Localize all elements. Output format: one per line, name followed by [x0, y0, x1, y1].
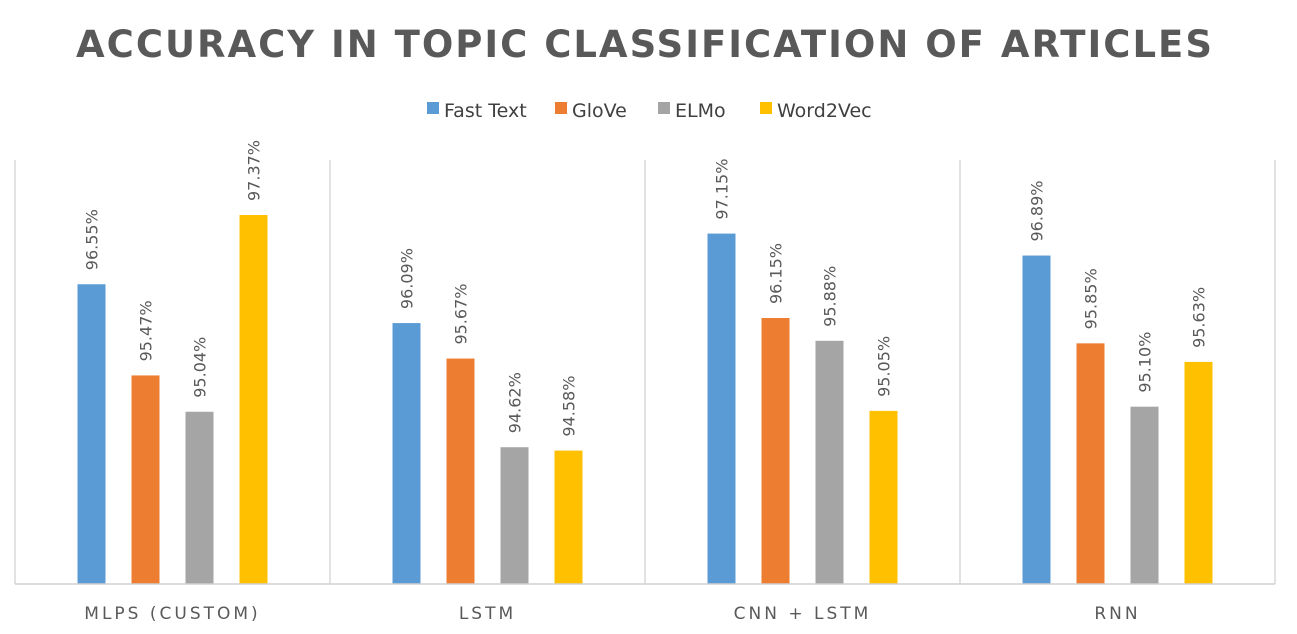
legend-label: ELMo [675, 100, 726, 122]
legend-item-word2vec: Word2Vec [760, 100, 872, 122]
bars [77, 215, 1213, 585]
value-labels: 96.55% 95.47% 95.04% 97.37% 96.09% 95.67% 94.6… [83, 140, 1209, 437]
data-label-glove-lstm: 95.67% [452, 284, 471, 345]
bar-elmo-lstm [500, 447, 529, 584]
category-separators [14, 160, 1276, 584]
bar-elmo-rnn [1130, 406, 1159, 584]
data-label-word2vec-cnn-lstm: 95.05% [875, 336, 894, 397]
data-label-elmo-cnn-lstm: 95.88% [821, 266, 840, 327]
bar-fast-text-mlps-custom [77, 284, 106, 584]
legend-item-fast-text: Fast Text [427, 100, 527, 122]
legend-swatch [427, 102, 439, 114]
bar-glove-rnn [1076, 343, 1105, 584]
bar-glove-cnn-lstm [761, 318, 790, 584]
bar-glove-lstm [446, 358, 475, 584]
chart-title: ACCURACY IN TOPIC CLASSIFICATION OF ARTI… [76, 23, 1214, 66]
legend-item-glove: GloVe [555, 100, 627, 122]
data-label-word2vec-lstm: 94.58% [560, 376, 579, 437]
data-label-elmo-lstm: 94.62% [506, 372, 525, 433]
legend-swatch [760, 102, 772, 114]
data-label-glove-mlps-custom: 95.47% [137, 300, 156, 361]
data-label-glove-rnn: 95.85% [1082, 268, 1101, 329]
category-label-rnn: RNN [1094, 604, 1140, 624]
bar-fast-text-cnn-lstm [707, 233, 736, 584]
bar-word2vec-mlps-custom [239, 215, 268, 584]
bar-word2vec-rnn [1184, 361, 1213, 584]
legend-item-elmo: ELMo [658, 100, 726, 122]
bar-fast-text-rnn [1022, 255, 1051, 585]
category-label-cnn-lstm: CNN + LSTM [734, 604, 872, 624]
category-labels: MLPS (CUSTOM) LSTM CNN + LSTM RNN [84, 604, 1140, 624]
data-label-fast-text-cnn-lstm: 97.15% [713, 159, 732, 220]
bar-fast-text-lstm [392, 323, 421, 584]
category-label-mlps-custom: MLPS (CUSTOM) [84, 604, 260, 624]
category-label-lstm: LSTM [459, 604, 516, 624]
bar-elmo-cnn-lstm [815, 340, 844, 584]
legend-label: Word2Vec [777, 100, 872, 122]
data-label-fast-text-lstm: 96.09% [398, 248, 417, 309]
legend-swatch [555, 102, 567, 114]
data-label-glove-cnn-lstm: 96.15% [767, 243, 786, 304]
bar-elmo-mlps-custom [185, 411, 214, 584]
data-label-word2vec-rnn: 95.63% [1190, 287, 1209, 348]
bar-glove-mlps-custom [131, 375, 160, 584]
legend-swatch [658, 102, 670, 114]
legend-label: GloVe [572, 100, 627, 122]
bar-word2vec-lstm [554, 450, 583, 584]
data-label-word2vec-mlps-custom: 97.37% [245, 140, 264, 201]
bar-word2vec-cnn-lstm [869, 410, 898, 584]
data-label-elmo-rnn: 95.10% [1136, 332, 1155, 393]
legend: Fast Text GloVe ELMo Word2Vec [427, 100, 872, 122]
data-label-elmo-mlps-custom: 95.04% [191, 337, 210, 398]
data-label-fast-text-rnn: 96.89% [1028, 181, 1047, 242]
data-label-fast-text-mlps-custom: 96.55% [83, 209, 102, 270]
legend-label: Fast Text [444, 100, 527, 122]
